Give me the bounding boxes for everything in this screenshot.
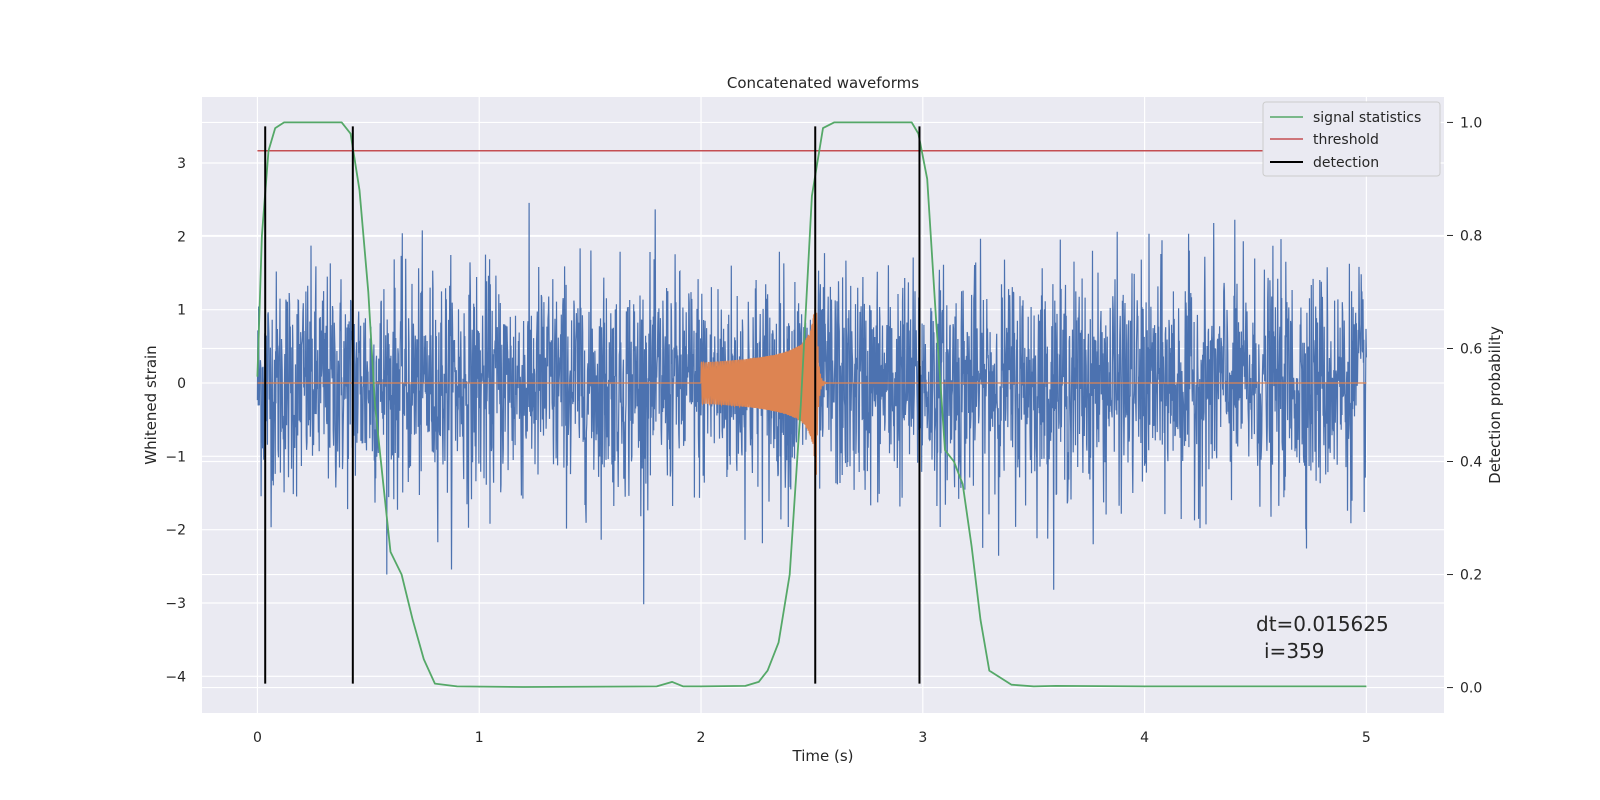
y-tick-label: −2 (165, 523, 186, 539)
y-tick-label: 1 (177, 303, 186, 319)
x-tick-label: 3 (918, 730, 927, 746)
template-line (257, 295, 1367, 475)
annotation-dt: dt=0.015625 (1256, 612, 1389, 636)
y-tick-label: −3 (165, 596, 186, 612)
annotation-i: i=359 (1264, 639, 1325, 663)
y2-tick-label: 1.0 (1460, 115, 1482, 131)
legend-label-statistic: signal statistics (1313, 110, 1421, 126)
y-tick-label: 2 (177, 229, 186, 245)
y-tick-label: 0 (177, 376, 186, 392)
y2-tick-label: 0.6 (1460, 341, 1482, 357)
x-tick-label: 4 (1140, 730, 1149, 746)
y2-tick-label: 0.0 (1460, 681, 1482, 697)
statistic-line (256, 121, 1367, 688)
legend-label-detection: detection (1313, 155, 1379, 171)
template-series (257, 295, 1367, 475)
y2-tick-label: 0.8 (1460, 228, 1482, 244)
x-tick-label: 0 (253, 730, 262, 746)
x-tick-label: 2 (697, 730, 706, 746)
legend: signal statistics threshold detection (1262, 101, 1441, 177)
y2-tick-label: 0.2 (1460, 568, 1482, 584)
y-tick-label: −4 (165, 669, 186, 685)
y2-tick-label: 0.4 (1460, 455, 1482, 471)
legend-label-threshold: threshold (1313, 132, 1379, 148)
x-axis-label: Time (s) (792, 747, 854, 765)
y-axis-ticks: −4 −3 −2 −1 0 1 2 3 (165, 156, 186, 685)
y-tick-label: −1 (165, 449, 186, 465)
x-tick-label: 5 (1362, 730, 1371, 746)
y-tick-label: 3 (177, 156, 186, 172)
x-axis-ticks: 0 1 2 3 4 5 (253, 730, 1371, 746)
y2-axis-ticks: 0.0 0.2 0.4 0.6 0.8 1.0 (1447, 115, 1482, 697)
detection-series (264, 126, 921, 684)
chart-title: Concatenated waveforms (727, 74, 919, 92)
y-axis-label: Whitened strain (142, 345, 160, 464)
legend-box (1262, 101, 1441, 177)
y2-axis-label: Detection probability (1486, 326, 1504, 484)
x-tick-label: 1 (475, 730, 484, 746)
statistic-series (256, 121, 1367, 688)
